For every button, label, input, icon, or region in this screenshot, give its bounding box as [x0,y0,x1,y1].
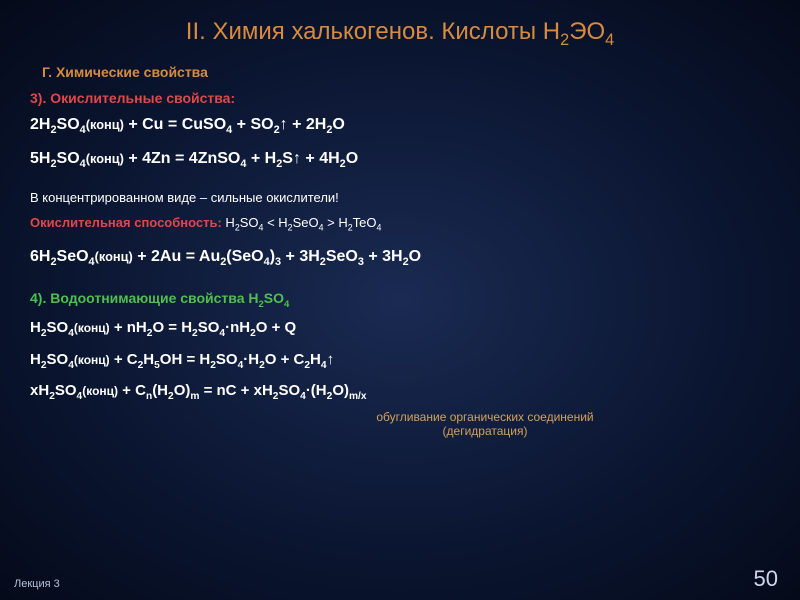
section-4-header: 4). Водоотнимающие свойства H2SO4 [30,290,770,310]
footer-line-1: обугливание органических соединений [200,410,770,424]
equation-1: 2H2SO4(конц) + Cu = CuSO4 + SO2↑ + 2H2O [30,114,770,138]
lecture-label: Лекция 3 [14,578,60,590]
title-sub2: 4 [605,31,614,49]
subtitle: Г. Химические свойства [42,64,770,80]
equation-6: xH2SO4(конц) + Cn(H2O)m = nC + xH2SO4·(H… [30,381,770,404]
page-number: 50 [754,566,778,592]
title-mid: ЭО [569,18,605,45]
footer-note: обугливание органических соединений (дег… [200,410,770,438]
equation-3: 6H2SeO4(конц) + 2Au = Au2(SeO4)3 + 3H2Se… [30,246,770,270]
oxidative-label: Окислительная способность: [30,215,225,230]
oxidative-capacity-row: Окислительная способность: H2SO4 < H2SeO… [30,215,770,233]
oxidative-sequence: H2SO4 < H2SeO4 > H2TeO4 [225,215,381,230]
slide-container: II. Химия халькогенов. Кислоты Н2ЭО4 Г. … [0,0,800,600]
section-3-header: 3). Окислительные свойства: [30,90,770,106]
equation-4: H2SO4(конц) + nH2O = H2SO4·nH2O + Q [30,318,770,341]
slide-title: II. Химия халькогенов. Кислоты Н2ЭО4 [30,18,770,50]
equation-2: 5H2SO4(конц) + 4Zn = 4ZnSO4 + H2S↑ + 4H2… [30,148,770,172]
footer-line-2: (дегидратация) [200,424,770,438]
equation-5: H2SO4(конц) + C2H5OH = H2SO4·H2O + C2H4↑ [30,350,770,373]
title-sub1: 2 [560,31,569,49]
title-text: II. Химия халькогенов. Кислоты Н [186,18,560,45]
note-strong-oxidizers: В концентрированном виде – сильные окисл… [30,190,770,205]
